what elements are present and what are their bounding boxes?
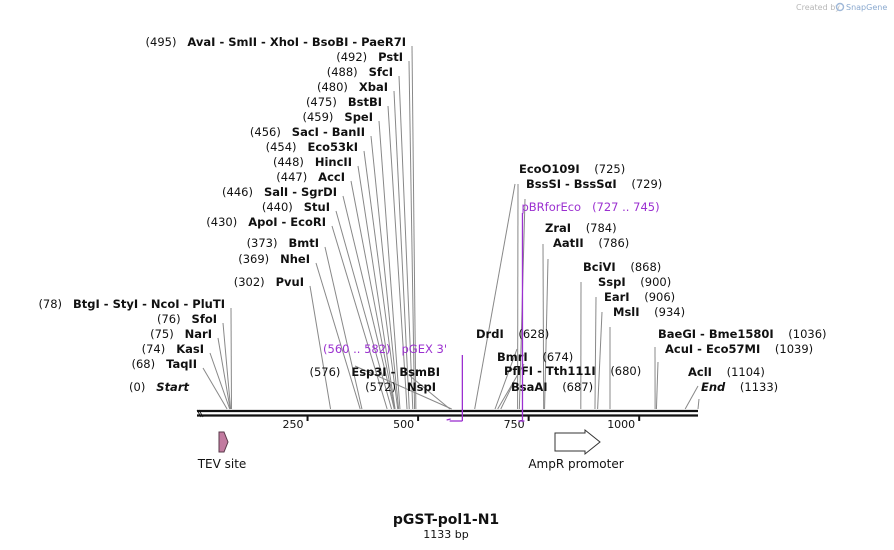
feature-tev-site: TEV site [197, 431, 247, 471]
site-baegi-1036-label: BaeGI - Bme1580I (1036) [658, 327, 827, 341]
site-leaders [202, 45, 700, 410]
features: TEV site AmpR promoter [197, 428, 624, 471]
site-sfci-488-label: (488) SfcI [327, 65, 393, 79]
site-nari-75-leader [217, 337, 231, 410]
site-saci-456-leader [370, 135, 400, 410]
site-esp3i-576-leader [354, 365, 452, 410]
site-avai-495-leader [411, 45, 417, 410]
site-acui-1039-label: AcuI - Eco57MI (1039) [665, 342, 813, 356]
site-xbai-480-leader [393, 90, 410, 410]
feature-ampr-promoter: AmpR promoter [528, 428, 624, 471]
primer-pbrforeco: pBRforEco (727 .. 745) [518, 200, 660, 422]
site-hincii-448-leader [357, 165, 396, 410]
site-bmti-373-leader [324, 246, 363, 410]
site-eco53ki-454-leader [363, 150, 399, 410]
svg-text:TEV site: TEV site [197, 457, 247, 471]
site-eco53ki-454-label: (454) Eco53kI [266, 140, 358, 154]
backbone-start-hatch [196, 409, 204, 418]
site-msli-934-label: MslI (934) [613, 305, 685, 319]
site-labels: (495) AvaI - SmII - XhoI - BsoBI - PaeR7… [38, 35, 826, 394]
site-bsaai-687-label: BsaAI (687) [511, 380, 593, 394]
ruler-tick-label-250: 250 [283, 418, 304, 431]
site-zrai-784-leader [542, 243, 545, 410]
site-sfci-488-leader [398, 75, 414, 410]
site-sali-446-label: (446) SalI - SgrDI [222, 185, 337, 199]
site-esp3i-576-label: (576) Esp3I - BsmBI [309, 365, 440, 379]
site-nspi-572-label: (572) NspI [365, 380, 436, 394]
site-pvui-302-leader [309, 285, 332, 410]
plasmid-name: pGST-pol1-N1 [393, 512, 499, 528]
svg-text:AmpR promoter: AmpR promoter [528, 457, 623, 471]
site-drdi-628-label: DrdI (628) [476, 327, 549, 341]
site-bmri-674-label: BmrI (674) [497, 350, 573, 364]
site-bstbi-475-label: (475) BstBI [306, 95, 382, 109]
site-hincii-448-label: (448) HincII [273, 155, 352, 169]
site-aatii-786-leader [544, 258, 549, 410]
site-bcivi-868-label: BciVI (868) [583, 260, 661, 274]
site-aatii-786-label: AatII (786) [553, 236, 629, 250]
site-stui-440-label: (440) StuI [262, 200, 330, 214]
primers: (560 .. 582) pGEX 3' pBRforEco (727 .. 74… [323, 200, 660, 422]
site-bsaai-687-leader [500, 381, 515, 410]
site-xbai-480-label: (480) XbaI [317, 80, 388, 94]
site-acci-447-leader [350, 180, 396, 410]
site-pvui-302-label: (302) PvuI [234, 275, 304, 289]
site-bsssi-729-label: BssSI - BssSαI (729) [526, 177, 662, 191]
site-spei-459-label: (459) SpeI [303, 110, 374, 124]
site-eari-906-label: EarI (906) [604, 290, 675, 304]
site-ecoo109i-725-label: EcoO109I (725) [519, 162, 625, 176]
site-spei-459-leader [378, 120, 401, 410]
site-apoi-430-label: (430) ApoI - EcoRI [206, 215, 326, 229]
site-sspi-900-leader [594, 296, 597, 410]
backbone [196, 409, 698, 418]
site-acli-1104-leader [684, 385, 699, 410]
site-acci-447-label: (447) AccI [276, 170, 345, 184]
site-taqii-68-leader [202, 367, 228, 410]
site-nspi-572-leader [409, 375, 451, 410]
site-psti-492-label: (492) PstI [336, 50, 403, 64]
site-start-0-label: (0) Start [129, 380, 189, 394]
site-nari-75-label: (75) NarI [150, 327, 212, 341]
snapgene-brand: SnapGene [846, 3, 887, 12]
ruler-tick-label-1000: 1000 [607, 418, 635, 431]
site-end-1133-leader [697, 398, 700, 410]
site-bstbi-475-leader [387, 105, 408, 410]
site-sfoi-76-label: (76) SfoI [157, 312, 217, 326]
primer-pgex-3: (560 .. 582) pGEX 3' [323, 342, 464, 422]
ruler-tick-label-750: 750 [504, 418, 525, 431]
svg-text:pBRforEco (727 .. 745): pBRforEco (727 .. 745) [521, 200, 659, 214]
site-bmri-674-leader [494, 348, 518, 410]
site-bmti-373-label: (373) BmtI [247, 236, 319, 250]
site-sspi-900-label: SspI (900) [598, 275, 671, 289]
site-btgi-78-label: (78) BtgI - StyI - NcoI - PluTI [38, 297, 225, 311]
site-nhei-369-leader [315, 262, 361, 410]
site-pflfi-680-label: PflFI - Tth111I (680) [504, 364, 641, 378]
svg-text:(560 .. 582) pGEX 3': (560 .. 582) pGEX 3' [323, 342, 447, 356]
site-saci-456-label: (456) SacI - BanII [250, 125, 365, 139]
site-stui-440-leader [335, 210, 393, 410]
plasmid-length: 1133 bp [423, 528, 468, 541]
site-sfoi-76-leader [222, 322, 232, 410]
site-nhei-369-label: (369) NheI [238, 252, 310, 266]
site-acli-1104-label: AclI (1104) [688, 365, 765, 379]
site-avai-495-label: (495) AvaI - SmII - XhoI - BsoBI - PaeR7… [146, 35, 406, 49]
site-psti-492-leader [408, 60, 416, 410]
site-kasi-74-label: (74) KasI [142, 342, 204, 356]
site-kasi-74-leader [209, 352, 231, 410]
ruler: 250 500 750 1000 [283, 416, 641, 431]
snapgene-logo [835, 2, 845, 12]
site-eari-906-leader [597, 311, 603, 410]
site-acui-1039-leader [655, 361, 659, 410]
site-pflfi-680-leader [497, 363, 525, 410]
site-zrai-784-label: ZraI (784) [545, 221, 617, 235]
site-taqii-68-label: (68) TaqII [132, 357, 198, 371]
site-end-1133-label: End (1133) [701, 380, 778, 394]
credit-text: Created by [796, 3, 840, 12]
site-sali-446-leader [342, 195, 395, 410]
site-drdi-628-leader [474, 183, 516, 410]
ruler-tick-label-500: 500 [393, 418, 414, 431]
site-apoi-430-leader [331, 225, 388, 410]
